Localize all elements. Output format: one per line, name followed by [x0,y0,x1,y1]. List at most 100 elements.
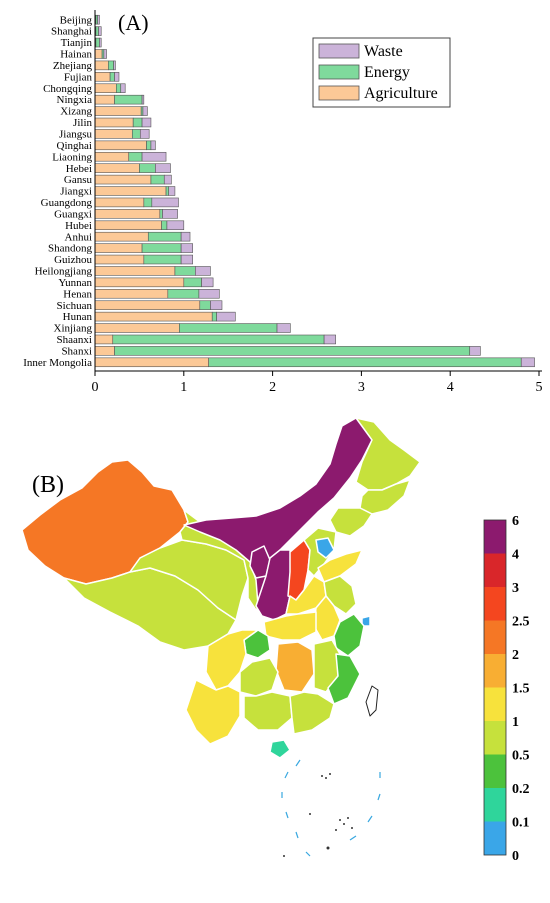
colorbar-label: 0.5 [512,749,530,764]
bar-fujian-waste [114,72,120,82]
bar-fujian-agriculture [94,72,111,82]
bar-anhui-energy [147,231,182,242]
bar-chongqing-waste [120,83,126,93]
region-taiwan [365,685,379,717]
bar-hainan-agriculture [94,49,103,59]
bar-shandong-energy [141,243,182,253]
bar-liaoning-energy [128,151,143,162]
bar-inner-mongolia-waste [520,357,535,368]
bar-anhui-agriculture [94,231,149,242]
colorbar-label: 2.5 [512,615,530,630]
category-label: Henan [63,288,92,300]
stacked-bar-chart: BeijingShanghaiTianjinHainanZhejiangFuji… [23,10,543,395]
colorbar-label: 1 [512,715,519,730]
bar-sichuan-agriculture [94,300,201,310]
bar-guangxi-waste [162,209,178,219]
bar-guangdong-waste [151,197,179,208]
bar-gansu-agriculture [94,174,152,185]
category-labels: BeijingShanghaiTianjinHainanZhejiangFuji… [23,14,92,369]
bar-hubei-agriculture [94,220,162,231]
bar-zhejiang-agriculture [94,60,109,71]
bar-sichuan-energy [199,300,211,310]
category-label: Liaoning [52,151,92,163]
category-label: Zhejiang [53,60,93,72]
legend-label-energy: Energy [364,64,410,81]
bar-hainan-waste [103,49,107,59]
choropleth-map: (B) [21,417,530,864]
bar-ningxia-energy [114,94,143,105]
region-zhejiang [333,613,365,657]
legend-swatch-agriculture [318,85,360,101]
x-tick-label: 4 [447,380,454,395]
bar-heilongjiang-energy [174,266,196,276]
bar-tianjin-energy [95,37,100,48]
bar-henan-agriculture [94,289,169,299]
colorbar-segment [484,620,506,654]
bar-fujian-energy [109,72,115,82]
bar-guizhou-waste [180,254,193,265]
region-hubei [263,611,317,641]
category-label: Shanxi [61,345,92,357]
south-china-sea-islands [283,773,353,857]
category-label: Yunnan [58,277,92,289]
bar-jilin-agriculture [94,117,134,128]
category-label: Inner Mongolia [23,357,92,369]
x-tick-label: 3 [358,380,365,395]
colorbar: 0 0.1 0.2 0.5 1 1.5 2 2.5 3 4 6 [483,514,530,864]
bar-hebei-energy [139,163,156,173]
category-label: Beijing [60,14,93,26]
bar-jiangsu-energy [131,129,141,139]
colorbar-segment [484,788,506,822]
region-guangdong [289,691,335,735]
legend: Waste Energy Agriculture [312,37,451,108]
bar-gansu-energy [150,174,165,185]
bar-inner-mongolia-agriculture [94,357,209,368]
bar-anhui-waste [180,231,191,242]
bar-shaanxi-energy [112,334,325,345]
category-label: Gansu [64,174,93,186]
bar-yunnan-waste [201,277,214,288]
colorbar-segment [484,587,506,621]
south-china-sea-dashes [281,759,381,857]
category-label: Jiangxi [60,186,92,198]
panel-label-b: (B) [32,472,64,498]
bar-ningxia-waste [141,94,145,105]
colorbar-label: 0 [512,849,519,864]
category-label: Hubei [65,220,92,232]
bar-guizhou-agriculture [94,254,145,265]
bar-jiangsu-agriculture [94,129,133,139]
colorbar-label: 0.2 [512,782,530,797]
bar-tianjin-waste [99,37,102,48]
bar-guizhou-energy [143,254,182,265]
region-jilin [359,479,411,515]
bar-guangxi-energy [159,209,163,219]
map-provinces [21,417,421,759]
bar-chongqing-agriculture [94,83,117,93]
colorbar-frame [483,519,507,856]
bar-xinjiang-waste [276,323,291,333]
category-label: Qinghai [57,140,92,152]
bar-jilin-energy [132,117,143,128]
bar-hubei-waste [166,220,185,231]
bar-hubei-energy [161,220,168,231]
legend-swatch-waste [318,43,360,59]
bar-xizang-agriculture [94,106,142,116]
bar-qinghai-agriculture [94,140,147,151]
region-yunnan [185,679,241,745]
colorbar-segment [484,754,506,788]
bar-zhejiang-waste [113,60,116,71]
bar-shanghai-energy [95,26,99,36]
bar-qinghai-energy [146,140,152,151]
category-label: Hebei [66,163,92,175]
bar-jiangxi-energy [165,186,170,196]
category-label: Hainan [60,49,92,61]
legend-label-agriculture: Agriculture [364,85,438,102]
bar-shanxi-agriculture [94,346,115,356]
bar-xinjiang-energy [179,323,278,333]
bar-zhejiang-energy [108,60,114,71]
category-label: Sichuan [57,300,93,312]
bar-guangdong-energy [143,197,153,208]
category-label: Jilin [73,117,92,129]
region-guangxi [243,691,293,731]
x-tick-label: 2 [269,380,276,395]
